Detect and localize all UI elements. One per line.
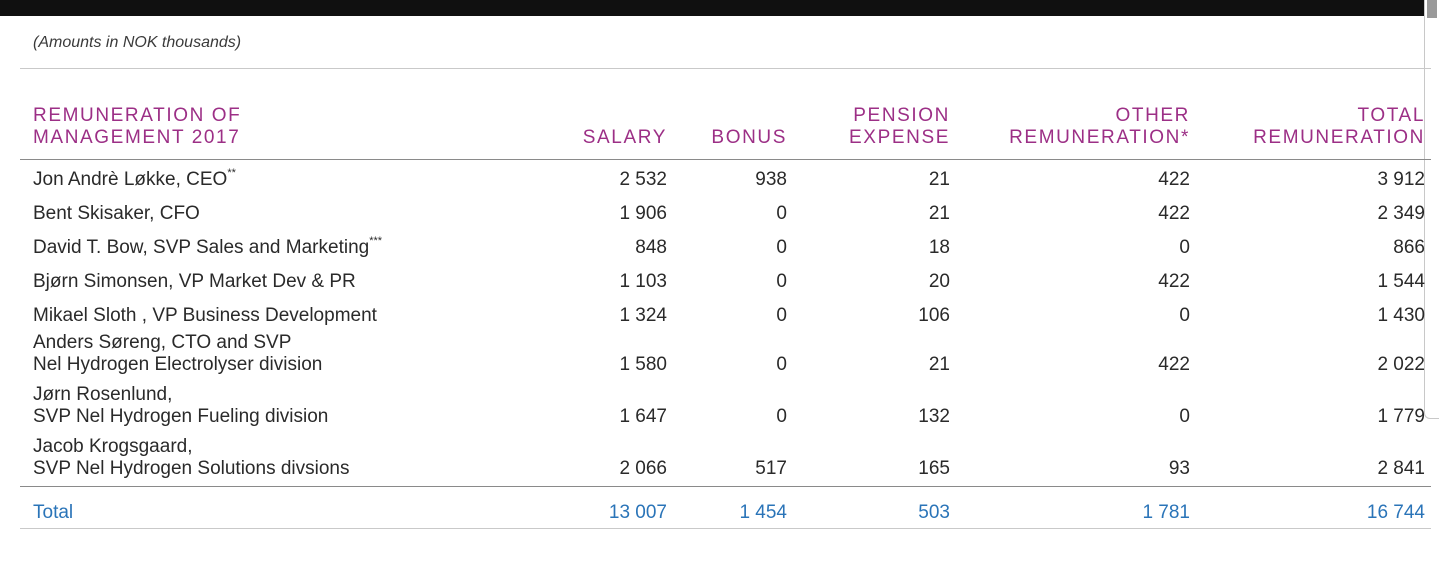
bonus-cell: 938 [755,169,787,190]
salary-cell: 2 066 [619,458,667,479]
other-cell: 0 [1179,305,1190,326]
header-total-remuneration: TOTAL REMUNERATION [1253,105,1425,148]
total-pension-cell: 503 [918,502,950,523]
bonus-cell: 0 [776,354,787,375]
row-name-cell: Jacob Krogsgaard, SVP Nel Hydrogen Solut… [33,436,350,479]
total-cell: 2 349 [1377,203,1425,224]
salary-cell: 1 647 [619,406,667,427]
other-cell: 422 [1158,354,1190,375]
bonus-cell: 0 [776,305,787,326]
total-cell: 2 022 [1377,354,1425,375]
other-cell: 422 [1158,169,1190,190]
total-cell: 1 779 [1377,406,1425,427]
table-row: David T. Bow, SVP Sales and Marketing***… [20,228,1431,262]
salary-cell: 848 [635,237,667,258]
top-bar [0,0,1439,16]
header-remuneration-of-management: REMUNERATION OF MANAGEMENT 2017 [33,105,242,148]
table-row: Bjørn Simonsen, VP Market Dev & PR 1 103… [20,262,1431,296]
other-cell: 0 [1179,237,1190,258]
pension-cell: 21 [928,354,950,375]
header-bonus: BONUS [711,127,787,148]
table-row: Jørn Rosenlund, SVP Nel Hydrogen Fueling… [20,382,1431,434]
bonus-cell: 0 [776,271,787,292]
footnote-marker: ** [227,167,236,179]
bonus-cell: 0 [776,237,787,258]
salary-cell: 2 532 [619,169,667,190]
pension-cell: 20 [928,271,950,292]
bonus-cell: 0 [776,203,787,224]
salary-cell: 1 580 [619,354,667,375]
footnote-marker: *** [369,235,383,247]
other-cell: 422 [1158,271,1190,292]
remuneration-table: REMUNERATION OF MANAGEMENT 2017 SALARY B… [20,68,1431,529]
pension-cell: 165 [918,458,950,479]
header-other-remuneration: OTHER REMUNERATION* [1009,105,1190,148]
pension-cell: 18 [928,237,950,258]
table-row: Bent Skisaker, CFO 1 906 0 21 422 2 349 [20,194,1431,228]
pension-cell: 106 [918,305,950,326]
total-cell: 1 430 [1377,305,1425,326]
other-cell: 422 [1158,203,1190,224]
salary-cell: 1 906 [619,203,667,224]
header-salary: SALARY [582,127,667,148]
total-cell: 866 [1393,237,1425,258]
total-other-cell: 1 781 [1142,502,1190,523]
total-label: Total [33,502,74,523]
row-name-cell: Mikael Sloth , VP Business Development [33,305,377,326]
row-name-cell: Bent Skisaker, CFO [33,203,200,224]
amounts-caption: (Amounts in NOK thousands) [33,34,242,51]
salary-cell: 1 103 [619,271,667,292]
table-row: Anders Søreng, CTO and SVP Nel Hydrogen … [20,330,1431,382]
scrollbar-thumb[interactable] [1427,0,1437,18]
total-salary-cell: 13 007 [608,502,667,523]
row-name-cell: Anders Søreng, CTO and SVP Nel Hydrogen … [33,332,323,375]
table-row: Mikael Sloth , VP Business Development 1… [20,296,1431,330]
table-row: Jacob Krogsgaard, SVP Nel Hydrogen Solut… [20,434,1431,487]
total-cell: 2 841 [1377,458,1425,479]
row-name-cell: Jon Andrè Løkke, CEO** [33,167,236,191]
table-row: Jon Andrè Løkke, CEO** 2 532 938 21 422 … [20,160,1431,195]
total-total-cell: 16 744 [1366,502,1425,523]
table-header-row: REMUNERATION OF MANAGEMENT 2017 SALARY B… [20,68,1431,160]
row-name-cell: David T. Bow, SVP Sales and Marketing*** [33,235,383,259]
header-pension-expense: PENSION EXPENSE [849,105,950,148]
bonus-cell: 0 [776,406,787,427]
total-cell: 1 544 [1377,271,1425,292]
row-name-cell: Jørn Rosenlund, SVP Nel Hydrogen Fueling… [33,384,329,427]
pension-cell: 21 [928,169,950,190]
salary-cell: 1 324 [619,305,667,326]
total-row: Total 13 007 1 454 503 1 781 16 744 [20,487,1431,529]
bonus-cell: 517 [755,458,787,479]
total-bonus-cell: 1 454 [739,502,787,523]
total-cell: 3 912 [1377,169,1425,190]
side-panel [1424,0,1439,419]
pension-cell: 132 [918,406,950,427]
row-name-cell: Bjørn Simonsen, VP Market Dev & PR [33,271,356,292]
other-cell: 0 [1179,406,1190,427]
pension-cell: 21 [928,203,950,224]
other-cell: 93 [1168,458,1190,479]
